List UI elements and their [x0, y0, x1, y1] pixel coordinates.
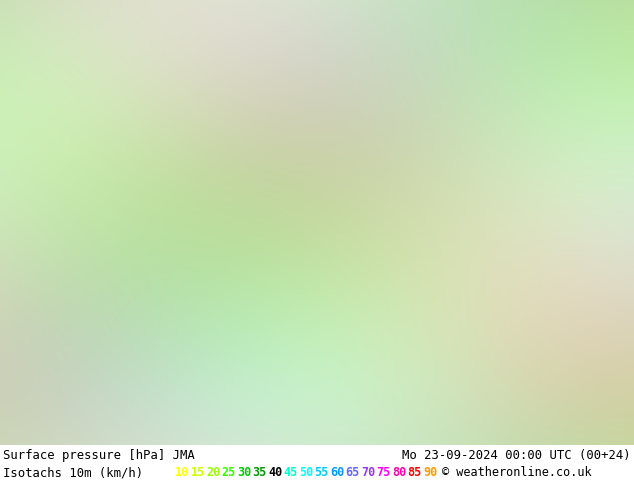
- Text: 15: 15: [190, 466, 205, 480]
- Text: 10: 10: [175, 466, 190, 480]
- Text: 65: 65: [346, 466, 359, 480]
- Text: Surface pressure [hPa] JMA: Surface pressure [hPa] JMA: [3, 449, 195, 462]
- Text: © weatheronline.co.uk: © weatheronline.co.uk: [441, 466, 591, 480]
- Text: 80: 80: [392, 466, 406, 480]
- Text: Mo 23-09-2024 00:00 UTC (00+24): Mo 23-09-2024 00:00 UTC (00+24): [403, 449, 631, 462]
- Text: 25: 25: [221, 466, 236, 480]
- Text: 45: 45: [283, 466, 298, 480]
- Text: Isotachs 10m (km/h): Isotachs 10m (km/h): [3, 466, 143, 480]
- Text: 35: 35: [252, 466, 267, 480]
- Text: 60: 60: [330, 466, 344, 480]
- Text: 70: 70: [361, 466, 375, 480]
- Text: 55: 55: [314, 466, 329, 480]
- Text: 85: 85: [408, 466, 422, 480]
- Text: 20: 20: [206, 466, 220, 480]
- Text: 75: 75: [377, 466, 391, 480]
- Text: 50: 50: [299, 466, 313, 480]
- Text: 40: 40: [268, 466, 282, 480]
- Text: 90: 90: [423, 466, 437, 480]
- Text: 30: 30: [237, 466, 251, 480]
